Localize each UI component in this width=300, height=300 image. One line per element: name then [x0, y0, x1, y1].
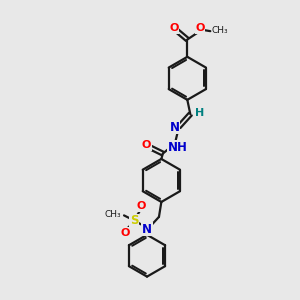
- Text: O: O: [142, 140, 151, 150]
- Text: H: H: [195, 108, 204, 118]
- Text: O: O: [196, 23, 205, 33]
- Text: O: O: [169, 23, 179, 33]
- Text: N: N: [170, 121, 180, 134]
- Text: CH₃: CH₃: [104, 210, 121, 219]
- Text: NH: NH: [168, 140, 188, 154]
- Text: S: S: [130, 214, 138, 227]
- Text: O: O: [137, 201, 146, 212]
- Text: CH₃: CH₃: [212, 26, 228, 35]
- Text: O: O: [121, 228, 130, 238]
- Text: N: N: [142, 223, 152, 236]
